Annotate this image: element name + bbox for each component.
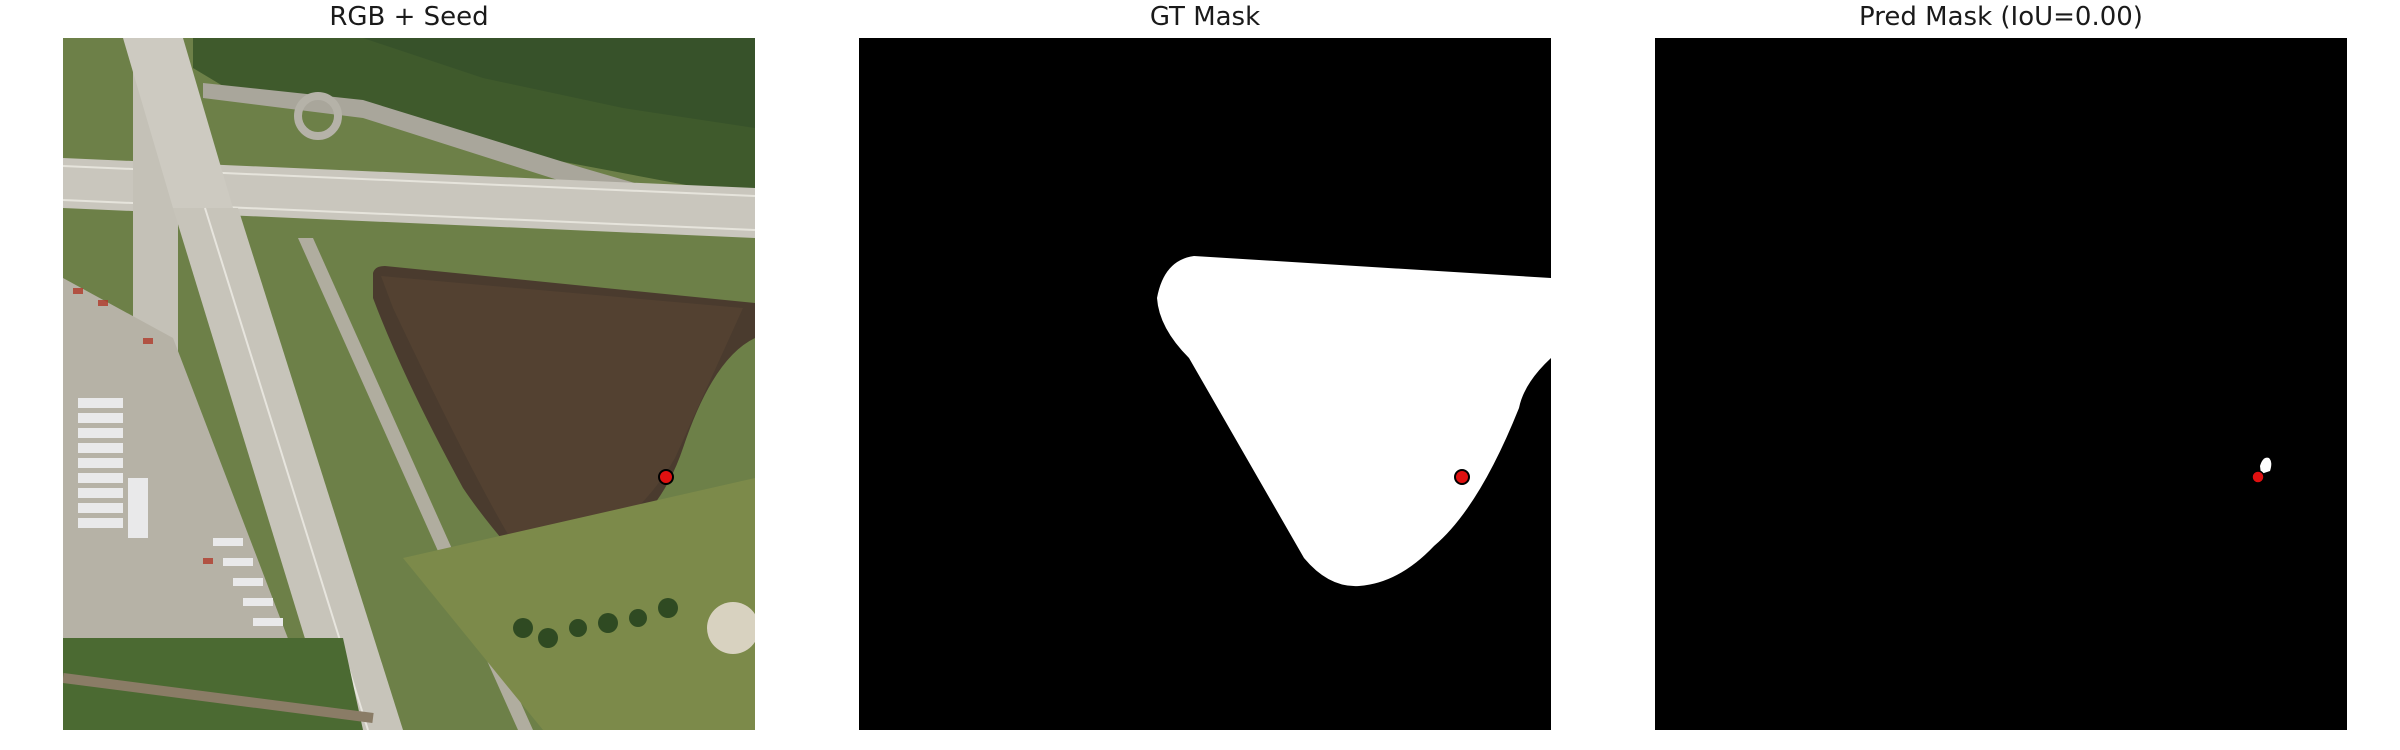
pred-mask — [1655, 38, 2347, 730]
aerial-photo — [63, 38, 755, 730]
pred-mask-region — [2260, 457, 2272, 474]
rgb-image — [63, 38, 755, 730]
rgb-panel: RGB + Seed — [63, 0, 755, 750]
gt-mask-panel: GT Mask — [859, 0, 1551, 750]
seed-point — [658, 469, 674, 485]
parked-trailers — [78, 398, 283, 626]
gt-seed-point — [1454, 469, 1470, 485]
pred-mask-panel: Pred Mask (IoU=0.00) — [1655, 0, 2347, 750]
pred-mask-image — [1655, 38, 2347, 730]
pred-mask-title: Pred Mask (IoU=0.00) — [1859, 2, 2143, 32]
gt-mask-title: GT Mask — [1149, 2, 1261, 32]
rgb-panel-title: RGB + Seed — [329, 2, 489, 32]
gt-mask — [859, 38, 1551, 730]
gt-mask-region — [1157, 256, 1551, 587]
pred-seed-point — [2251, 470, 2265, 484]
gt-mask-image — [859, 38, 1551, 730]
